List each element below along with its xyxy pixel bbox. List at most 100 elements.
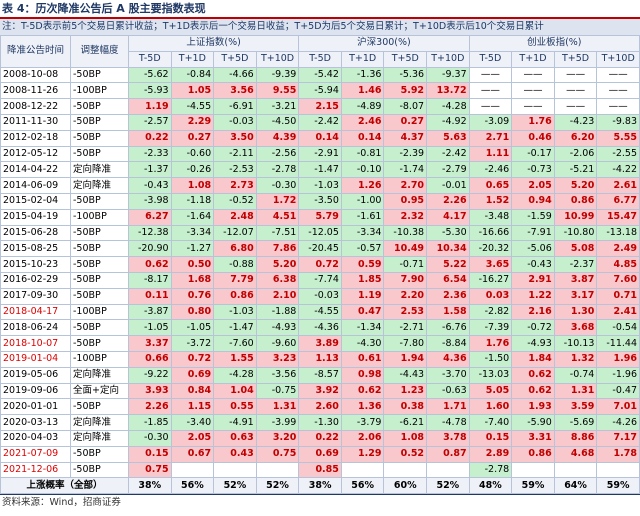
value-cell: -0.03 [298,287,342,305]
value-cell: -0.81 [340,145,385,163]
value-cell: -20.32 [468,240,513,258]
value-cell: -1.05 [170,319,215,337]
value-cell: 4.39 [255,129,300,147]
adjust-cell: -50BP [70,66,129,84]
value-cell: 5.63 [426,129,470,147]
value-cell: 0.66 [128,350,172,368]
value-cell: —— [596,66,640,84]
value-cell [596,461,640,479]
value-cell: 1.08 [383,429,428,447]
value-cell: 2.36 [426,287,470,305]
value-cell: 5.08 [553,240,598,258]
value-cell: -7.74 [298,271,342,289]
value-cell: 1.36 [340,398,385,416]
value-cell: -4.55 [298,303,342,321]
value-cell: -4.28 [213,366,257,384]
value-cell: 5.22 [426,256,470,273]
value-cell: 5.92 [383,82,428,100]
value-cell: -8.84 [426,335,470,352]
value-cell: 1.30 [553,303,598,321]
value-cell: 1.26 [340,177,385,194]
value-cell: -6.91 [213,98,257,115]
column-header: T+5D [383,50,428,68]
value-cell: -9.37 [426,66,470,84]
value-cell [213,461,257,479]
value-cell: 2.41 [596,303,640,321]
value-cell: 1.85 [340,271,385,289]
data-row: 2019-09-06 全面+定向 3.93 0.84 1.04 -0.75 3.92 0.62… [0,382,640,400]
footer-row: 上涨概率（全部） 38% 56% 52% 52% 38% 56% 60% 52% 48% 59% 64… [0,477,640,495]
value-cell: -3.21 [255,98,300,115]
value-cell: 0.11 [128,287,172,305]
value-cell: 3.20 [255,429,300,447]
column-header: 降准公告时间 [0,35,71,68]
value-cell: -2.33 [128,145,172,163]
column-header: T-5D [128,50,172,68]
column-header: T-5D [468,50,513,68]
value-cell: -3.79 [340,414,385,431]
value-cell: -0.74 [553,366,598,384]
value-cell: 6.38 [255,271,300,289]
value-cell: 1.94 [383,350,428,368]
value-cell: 0.69 [298,445,342,463]
value-cell: -3.72 [170,335,215,352]
column-header: T+10D [255,50,300,68]
value-cell: -1.34 [340,319,385,337]
value-cell: -3.87 [128,303,172,321]
value-cell: —— [468,82,513,100]
value-cell: 1.76 [511,113,555,131]
date-cell: 2020-01-01 [0,398,71,416]
data-row: 2020-03-13 定向降准 -1.85 -3.40 -4.91 -3.99 -1.30-… [0,414,640,431]
footer-cell: 60% [383,477,428,495]
value-cell: 7.79 [213,271,257,289]
value-cell: -2.53 [213,161,257,179]
data-row: 2021-12-06 -50BP 0.75 0.85 -2.78 [0,461,640,479]
value-cell: -0.17 [511,145,555,163]
value-cell: -0.54 [596,319,640,337]
value-cell: 1.19 [128,98,172,115]
value-cell: 1.19 [340,287,385,305]
value-cell: 2.26 [426,192,470,210]
value-cell: 3.59 [553,398,598,416]
value-cell: -3.70 [426,366,470,384]
value-cell: 4.36 [426,350,470,368]
value-cell: 0.86 [553,192,598,210]
value-cell: -1.96 [596,366,640,384]
value-cell [383,461,428,479]
value-cell: 0.85 [298,461,342,479]
date-cell: 2020-04-03 [0,429,71,447]
value-cell: -7.91 [511,224,555,242]
value-cell: -5.90 [511,414,555,431]
column-header: T+1D [511,50,555,68]
value-cell: 5.79 [298,208,342,226]
value-cell: -0.43 [511,256,555,273]
value-cell: 2.91 [511,271,555,289]
value-cell: -9.83 [596,113,640,131]
value-cell: -2.56 [255,145,300,163]
value-cell: 0.87 [426,445,470,463]
date-cell: 2019-01-04 [0,350,71,368]
value-cell: -5.42 [298,66,342,84]
data-row: 2011-11-30 -50BP -2.57 2.29 -0.03 -4.50 -2.42 2… [0,113,640,131]
value-cell: 2.06 [340,429,385,447]
adjust-cell: -50BP [70,98,129,115]
value-cell: 1.32 [553,350,598,368]
value-cell: 2.46 [340,113,385,131]
value-cell: -0.52 [213,192,257,210]
value-cell: -4.28 [426,98,470,115]
adjust-cell: -50BP [70,319,129,337]
value-cell: 3.93 [128,382,172,400]
source: 资料来源：Wind，招商证券 [0,494,640,511]
value-cell [170,461,215,479]
value-cell: -1.61 [340,208,385,226]
value-cell: 2.70 [383,177,428,194]
data-row: 2015-04-19 -100BP 6.27 -1.64 2.48 4.51 5.79 -1.… [0,208,640,226]
value-cell: -4.89 [340,98,385,115]
data-row: 2018-06-24 -50BP -1.05 -1.05 -1.47 -4.93 -4.36… [0,319,640,337]
value-cell [426,461,470,479]
value-cell: -12.05 [298,224,342,242]
value-cell: -13.18 [596,224,640,242]
value-cell: 0.71 [596,287,640,305]
value-cell: 3.56 [213,82,257,100]
date-cell: 2015-06-28 [0,224,71,242]
